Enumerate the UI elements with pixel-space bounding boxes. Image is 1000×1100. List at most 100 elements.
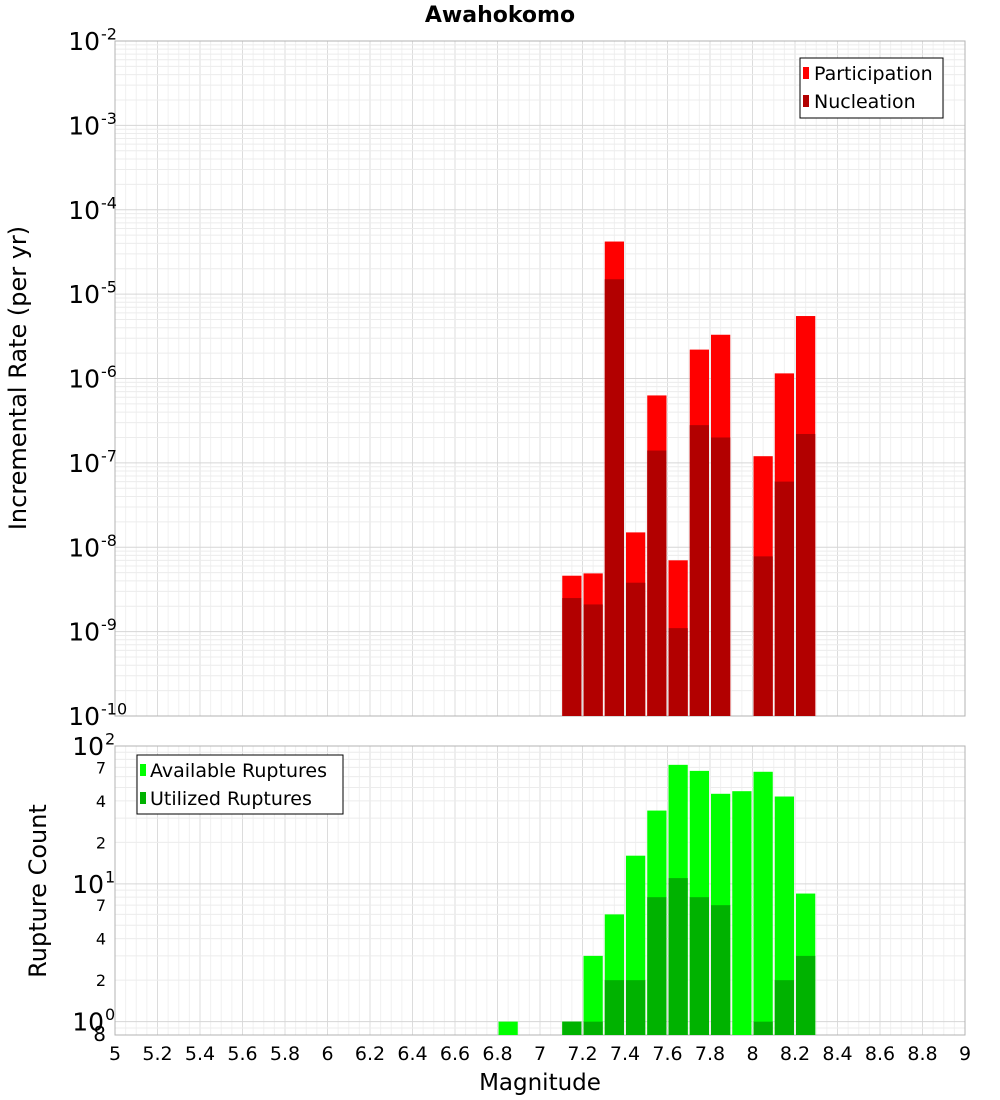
bottom-bar-utilized-ruptures	[796, 955, 816, 1035]
top-y-tick-label: 10	[68, 280, 100, 309]
x-tick-label: 6.6	[440, 1043, 470, 1065]
x-tick-label: 7.4	[610, 1043, 640, 1065]
top-y-tick-label-exponent: -9	[101, 615, 117, 634]
bottom-bar-utilized-ruptures	[647, 897, 667, 1035]
bottom-bar-utilized-ruptures	[689, 897, 709, 1035]
x-tick-labels: 5 5.2 5.4 5.6 5.8 6 6.2 6.4 6.6 6.8 7 7.2 7.4 7.6 7.8 8…	[109, 1043, 971, 1065]
x-tick-label: 6.4	[397, 1043, 427, 1065]
top-bar-nucleation	[753, 556, 773, 716]
bottom-y-tick-label: 2	[96, 833, 106, 852]
bottom-bar-available-ruptures	[732, 791, 752, 1035]
top-y-tick-label-exponent: -5	[101, 278, 117, 297]
top-bar-nucleation	[647, 450, 667, 716]
top-legend-box	[799, 57, 944, 119]
bottom-bar-utilized-ruptures	[626, 980, 646, 1035]
x-tick-label: 5.8	[270, 1043, 300, 1065]
top-y-tick-label: 10	[68, 111, 100, 140]
x-tick-label: 8.4	[822, 1043, 852, 1065]
top-y-tick-label: 10	[68, 365, 100, 394]
top-y-tick-label-exponent: -7	[101, 446, 117, 465]
bottom-bar-utilized-ruptures	[774, 980, 794, 1035]
top-bar-nucleation	[711, 437, 731, 716]
x-tick-label: 6.8	[482, 1043, 512, 1065]
x-tick-label: 5.2	[142, 1043, 172, 1065]
bottom-bar-utilized-ruptures	[604, 980, 624, 1035]
bottom-bar-utilized-ruptures	[711, 905, 731, 1035]
bottom-y-tick-label: 8	[93, 1022, 106, 1046]
bottom-y-tick-label: 10	[72, 732, 104, 761]
top-y-tick-label: 10	[68, 618, 100, 647]
top-legend: Participation Nucleation	[799, 57, 944, 119]
bottom-y-tick-label: 10	[72, 1008, 104, 1037]
x-tick-label: 9	[959, 1043, 971, 1065]
top-y-tick-label: 10	[68, 27, 100, 56]
x-tick-label: 5	[109, 1043, 121, 1065]
legend-label-utilized-ruptures: Utilized Ruptures	[150, 788, 312, 810]
top-bar-nucleation	[668, 628, 688, 716]
bottom-y-tick-label: 2	[96, 971, 106, 990]
top-y-tick-label: 10	[68, 449, 100, 478]
x-axis-label: Magnitude	[479, 1070, 601, 1096]
bottom-y-tick-label: 7	[96, 896, 106, 915]
top-y-tick-label: 10	[68, 196, 100, 225]
bottom-bar-utilized-ruptures	[562, 1021, 582, 1035]
top-y-tick-label-exponent: -3	[101, 109, 117, 128]
top-bar-nucleation	[562, 598, 582, 716]
top-plot-border	[114, 40, 966, 717]
bottom-bar-utilized-ruptures	[583, 1021, 603, 1035]
x-tick-label: 7.8	[695, 1043, 725, 1065]
x-tick-label: 8.6	[865, 1043, 895, 1065]
legend-swatch-participation	[803, 67, 809, 79]
bottom-bar-available-ruptures	[583, 955, 603, 1035]
x-tick-label: 8	[746, 1043, 758, 1065]
x-tick-label: 8.8	[907, 1043, 937, 1065]
top-y-tick-label: 10	[68, 533, 100, 562]
x-tick-label: 7.6	[652, 1043, 682, 1065]
legend-swatch-available-ruptures	[140, 764, 146, 776]
top-bar-nucleation	[689, 425, 709, 716]
top-y-tick-label-exponent: -10	[101, 700, 127, 719]
bottom-plot-border	[114, 745, 966, 1036]
x-tick-label: 5.6	[227, 1043, 257, 1065]
bottom-y-tick-label: 7	[96, 758, 106, 777]
top-bar-nucleation	[774, 481, 794, 716]
chart-title: Awahokomo	[425, 3, 575, 28]
bottom-bar-available-ruptures	[774, 796, 794, 1035]
x-tick-label: 6	[321, 1043, 333, 1065]
bottom-y-tick-label: 4	[96, 930, 106, 949]
bottom-y-axis-label: Rupture Count	[24, 804, 52, 978]
x-tick-label: 5.4	[185, 1043, 215, 1065]
legend-swatch-utilized-ruptures	[140, 792, 146, 804]
legend-label-participation: Participation	[814, 63, 933, 85]
bottom-y-tick-label: 10	[72, 870, 104, 899]
top-plot-area: 10-210-310-410-510-610-710-810-910-10	[68, 25, 966, 731]
top-y-tick-label-exponent: -4	[101, 193, 117, 212]
legend-label-available-ruptures: Available Ruptures	[150, 760, 327, 782]
top-y-tick-label-exponent: -6	[101, 362, 117, 381]
top-bar-nucleation	[626, 582, 646, 716]
x-tick-label: 7	[534, 1043, 546, 1065]
bottom-y-tick-label: 4	[96, 792, 106, 811]
bottom-y-tick-label-exponent: 2	[105, 730, 115, 749]
bottom-bar-utilized-ruptures	[753, 1021, 773, 1035]
top-bar-nucleation	[583, 604, 603, 716]
bottom-legend: Available Ruptures Utilized Ruptures	[136, 754, 344, 815]
bottom-bar-available-ruptures	[498, 1021, 518, 1035]
bottom-y-tick-label-exponent: 1	[105, 867, 115, 886]
bottom-bar-available-ruptures	[753, 771, 773, 1035]
x-tick-label: 7.2	[567, 1043, 597, 1065]
legend-label-nucleation: Nucleation	[814, 91, 916, 113]
x-tick-label: 6.2	[355, 1043, 385, 1065]
legend-swatch-nucleation	[803, 95, 809, 107]
x-tick-label: 8.2	[780, 1043, 810, 1065]
top-bar-nucleation	[604, 279, 624, 716]
top-bar-nucleation	[796, 433, 816, 716]
bottom-legend-box	[136, 754, 344, 815]
top-y-tick-label-exponent: -2	[101, 25, 117, 44]
bottom-bar-utilized-ruptures	[668, 878, 688, 1035]
top-y-tick-label: 10	[68, 702, 100, 731]
top-y-axis-label: Incremental Rate (per yr)	[4, 226, 32, 530]
